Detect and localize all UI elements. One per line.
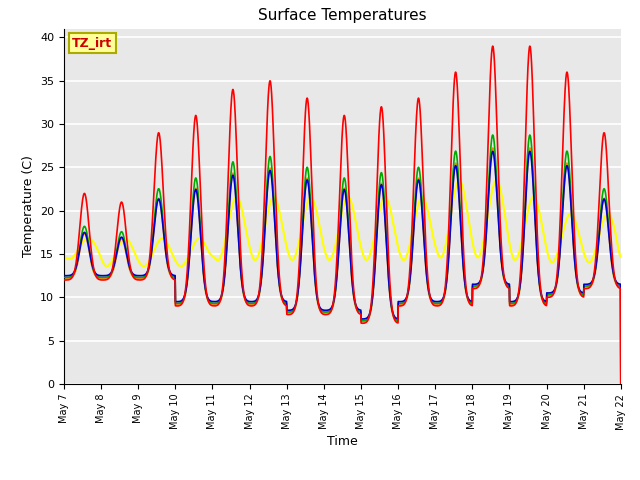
Title: Surface Temperatures: Surface Temperatures bbox=[258, 9, 427, 24]
Y-axis label: Temperature (C): Temperature (C) bbox=[22, 156, 35, 257]
Text: TZ_irt: TZ_irt bbox=[72, 36, 113, 49]
X-axis label: Time: Time bbox=[327, 435, 358, 448]
